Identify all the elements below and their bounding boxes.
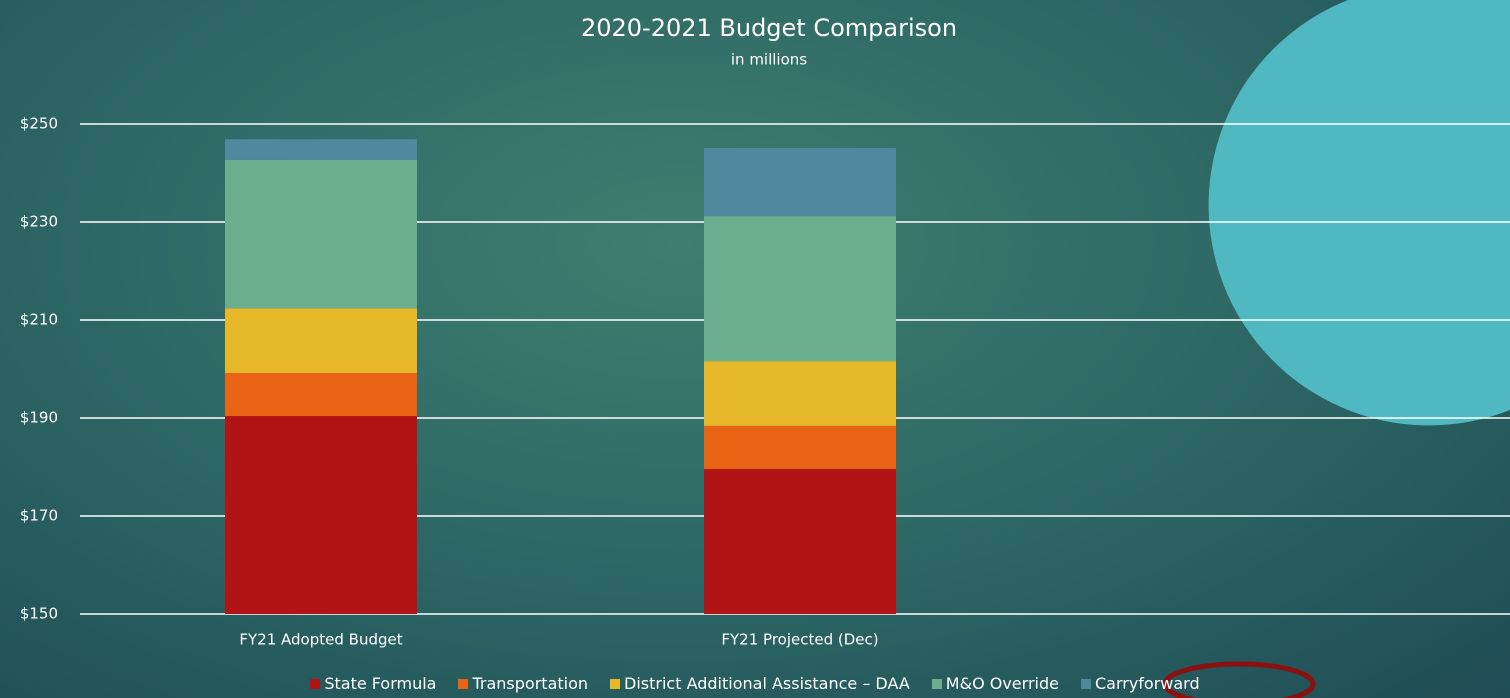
legend-label: Carryforward	[1094, 674, 1200, 693]
y-tick-label: $230	[20, 213, 58, 231]
legend-swatch	[310, 678, 321, 689]
x-tick-label: FY21 Projected (Dec)	[721, 631, 878, 649]
plot: $150 $170 $190 $210 $230 $250 FY21 Adopted Bud…	[20, 115, 1510, 649]
x-tick-label: FY21 Adopted Budget	[239, 631, 402, 649]
decorative-circle	[1208, 0, 1510, 426]
bar-segment	[225, 159, 417, 309]
bar-segment	[704, 148, 896, 217]
y-tick-label: $190	[20, 409, 58, 427]
chart-title: 2020-2021 Budget Comparison	[581, 14, 957, 42]
legend-label: State Formula	[324, 674, 437, 693]
legend-label: M&O Override	[945, 674, 1059, 693]
bar-segment	[225, 139, 417, 160]
bar-segment	[704, 216, 896, 362]
legend-swatch	[1080, 678, 1091, 689]
bar-segment	[704, 361, 896, 426]
legend-item: Transportation	[458, 674, 588, 693]
bar-segment	[704, 425, 896, 469]
legend-swatch	[458, 678, 469, 689]
legend-label: District Additional Assistance – DAA	[624, 674, 910, 693]
y-tick-label: $250	[20, 115, 58, 133]
bar-segment	[225, 308, 417, 373]
legend-item: State Formula	[310, 674, 436, 693]
legend-item: M&O Override	[931, 674, 1059, 693]
bar-segment	[704, 468, 896, 614]
chart-subtitle: in millions	[731, 51, 807, 69]
legend-label: Transportation	[472, 674, 589, 693]
highlight-ellipse	[1162, 661, 1316, 698]
y-tick-label: $170	[20, 507, 58, 525]
y-tick-label: $150	[20, 605, 58, 623]
legend-swatch	[931, 678, 942, 689]
bar-segment	[225, 372, 417, 417]
legend-item: District Additional Assistance – DAA	[610, 674, 910, 693]
legend-swatch	[610, 678, 621, 689]
legend: State Formula Transportation District Addi…	[0, 674, 1510, 693]
legend-item: Carryforward	[1080, 674, 1200, 693]
bar-segment	[225, 416, 417, 614]
y-tick-label: $210	[20, 311, 58, 329]
